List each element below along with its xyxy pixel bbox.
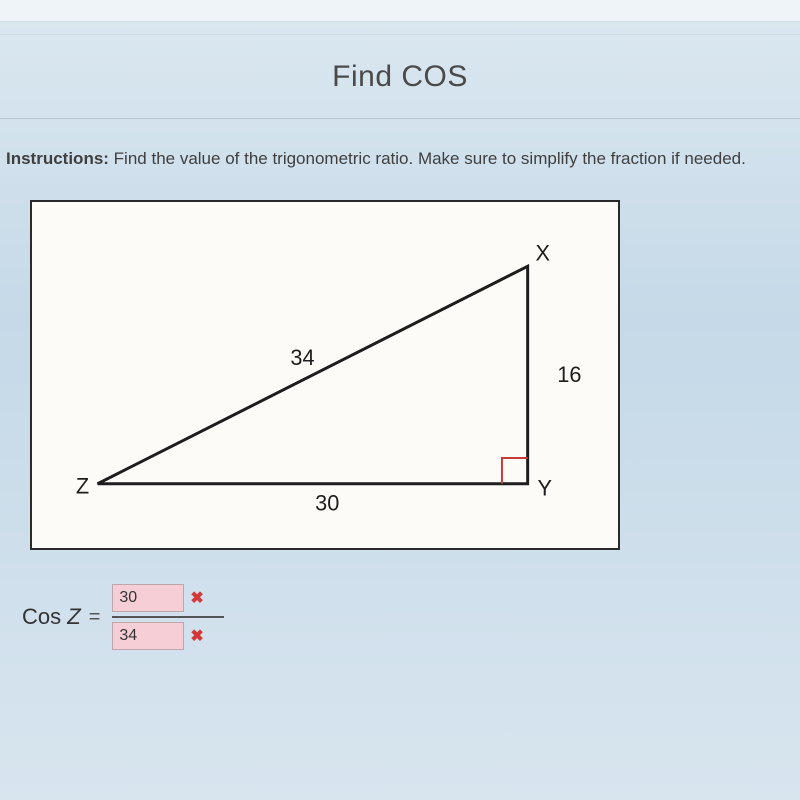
- instructions: Instructions: Find the value of the trig…: [0, 145, 770, 172]
- side-label-zy: 30: [315, 491, 339, 516]
- triangle-svg: Z Y X 34 16 30: [32, 202, 618, 548]
- cos-label-prefix: Cos: [22, 604, 67, 629]
- vertex-label-x: X: [536, 241, 551, 266]
- cos-label-var: Z: [67, 604, 80, 629]
- equals-sign: =: [89, 606, 101, 629]
- wrong-icon: ✖: [190, 626, 203, 646]
- title-wrap: Find COS: [0, 60, 800, 118]
- page: Find COS Instructions: Find the value of…: [0, 0, 800, 650]
- numerator-line: ✖: [112, 584, 224, 612]
- title-divider: [0, 118, 800, 119]
- side-label-zx: 34: [290, 345, 314, 370]
- answer-row: Cos Z = ✖ ✖: [22, 584, 800, 650]
- divider-faint: [0, 34, 800, 35]
- fraction-bar: [112, 616, 224, 618]
- wrong-icon: ✖: [190, 588, 203, 608]
- instructions-text: Find the value of the trigonometric rati…: [109, 149, 746, 168]
- numerator-input[interactable]: [112, 584, 184, 612]
- right-angle-marker: [502, 458, 528, 484]
- page-title: Find COS: [0, 60, 800, 118]
- vertex-label-z: Z: [76, 474, 89, 499]
- denominator-input[interactable]: [112, 622, 184, 650]
- triangle-polygon: [98, 266, 528, 483]
- instructions-label: Instructions:: [6, 149, 109, 168]
- triangle-figure: Z Y X 34 16 30: [30, 200, 620, 550]
- cos-label: Cos Z: [22, 604, 81, 630]
- denominator-line: ✖: [112, 622, 224, 650]
- side-label-xy: 16: [557, 362, 581, 387]
- vertex-label-y: Y: [538, 476, 553, 501]
- fraction: ✖ ✖: [112, 584, 224, 650]
- window-top-strip: [0, 0, 800, 22]
